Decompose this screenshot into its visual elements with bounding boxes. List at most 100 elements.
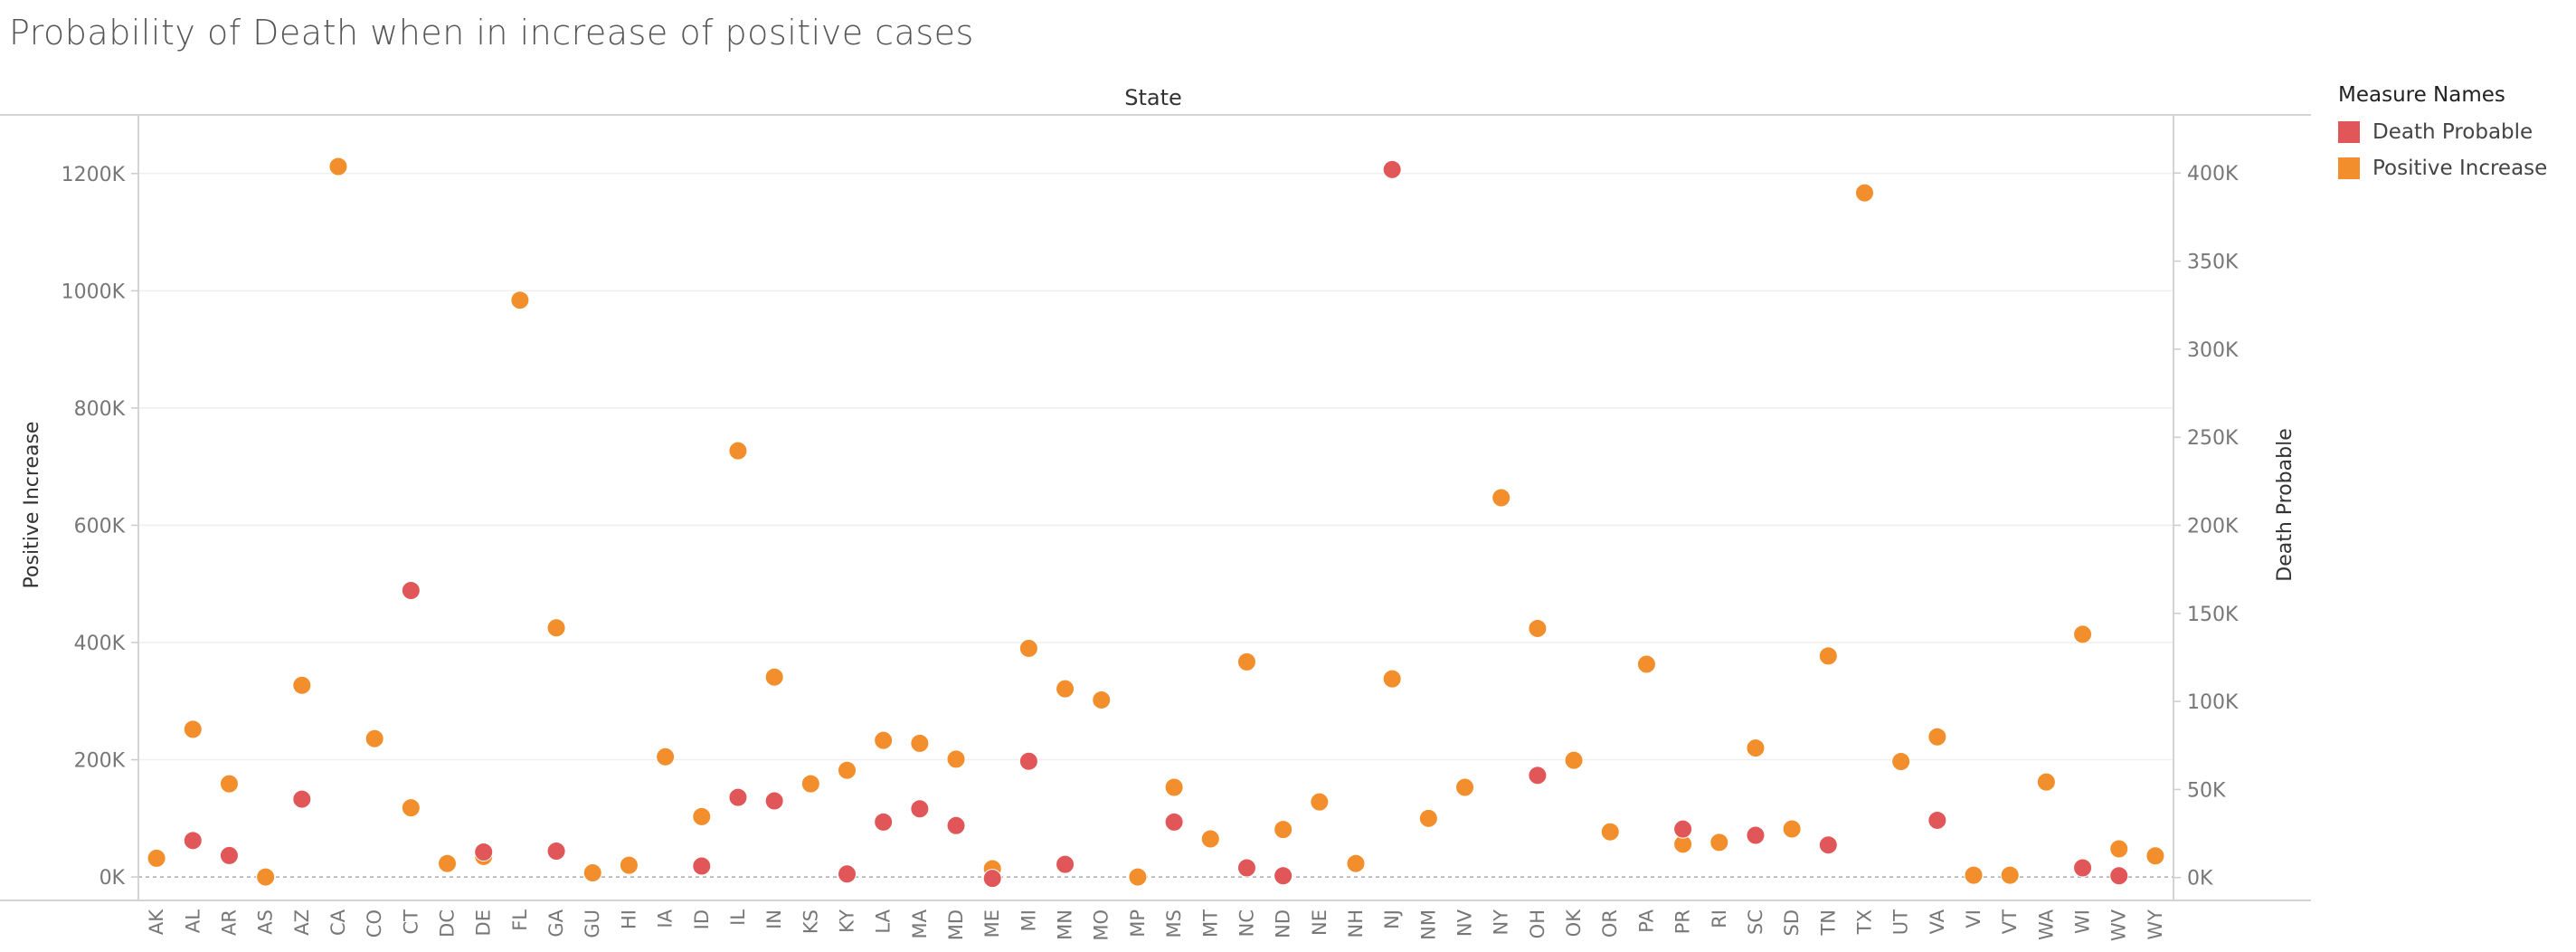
- point-positive-increase[interactable]: [328, 157, 348, 176]
- point-positive-increase[interactable]: [656, 747, 676, 766]
- data-points[interactable]: [147, 157, 2165, 889]
- point-positive-increase[interactable]: [1200, 829, 1220, 849]
- point-death-probable[interactable]: [764, 791, 784, 811]
- point-positive-increase[interactable]: [2000, 865, 2020, 885]
- point-positive-increase[interactable]: [1382, 669, 1402, 689]
- point-death-probable[interactable]: [401, 580, 421, 600]
- point-death-probable[interactable]: [1056, 854, 1075, 874]
- point-death-probable[interactable]: [1528, 766, 1548, 785]
- point-positive-increase[interactable]: [1964, 865, 1984, 885]
- point-death-probable[interactable]: [1164, 812, 1184, 832]
- gridlines: [138, 173, 2174, 878]
- point-positive-increase[interactable]: [582, 863, 602, 883]
- point-death-probable[interactable]: [2073, 858, 2093, 878]
- point-positive-increase[interactable]: [2073, 624, 2093, 644]
- point-positive-increase[interactable]: [728, 441, 748, 461]
- point-positive-increase[interactable]: [1600, 822, 1620, 842]
- point-death-probable[interactable]: [982, 869, 1002, 889]
- point-positive-increase[interactable]: [1274, 820, 1293, 840]
- point-death-probable[interactable]: [1746, 825, 1766, 845]
- point-positive-increase[interactable]: [1346, 853, 1366, 873]
- point-positive-increase[interactable]: [365, 728, 384, 748]
- point-positive-increase[interactable]: [183, 719, 203, 739]
- point-positive-increase[interactable]: [147, 848, 166, 868]
- point-positive-increase[interactable]: [256, 867, 276, 887]
- point-death-probable[interactable]: [219, 845, 239, 865]
- point-positive-increase[interactable]: [546, 618, 566, 638]
- point-positive-increase[interactable]: [1927, 727, 1947, 747]
- point-positive-increase[interactable]: [1709, 833, 1729, 852]
- point-positive-increase[interactable]: [1164, 777, 1184, 797]
- point-positive-increase[interactable]: [219, 774, 239, 794]
- point-death-probable[interactable]: [183, 831, 203, 851]
- point-positive-increase[interactable]: [800, 774, 820, 794]
- x-tick-label: ID: [691, 909, 713, 929]
- point-positive-increase[interactable]: [2145, 846, 2165, 866]
- legend-item-positive-increase[interactable]: Positive Increase: [2338, 150, 2569, 186]
- point-positive-increase[interactable]: [1891, 751, 1911, 771]
- point-death-probable[interactable]: [474, 842, 494, 862]
- point-positive-increase[interactable]: [1418, 808, 1438, 828]
- x-tick-label: SC: [1745, 909, 1766, 935]
- point-death-probable[interactable]: [1018, 751, 1038, 771]
- point-death-probable[interactable]: [874, 812, 894, 832]
- point-positive-increase[interactable]: [1236, 652, 1256, 671]
- column-header: State: [1124, 85, 1182, 110]
- point-positive-increase[interactable]: [1564, 750, 1584, 770]
- point-positive-increase[interactable]: [1782, 819, 1802, 839]
- point-death-probable[interactable]: [837, 864, 857, 884]
- point-positive-increase[interactable]: [1018, 638, 1038, 658]
- point-death-probable[interactable]: [1382, 159, 1402, 179]
- point-death-probable[interactable]: [692, 856, 712, 876]
- point-positive-increase[interactable]: [1310, 792, 1330, 812]
- x-tick-label: MP: [1127, 909, 1149, 938]
- chart-frame: [0, 114, 2311, 901]
- point-positive-increase[interactable]: [692, 806, 712, 826]
- x-tick-label: LA: [873, 909, 895, 933]
- point-positive-increase[interactable]: [1528, 618, 1548, 638]
- point-positive-increase[interactable]: [401, 798, 421, 818]
- point-positive-increase[interactable]: [1636, 654, 1656, 674]
- point-death-probable[interactable]: [1673, 819, 1693, 839]
- point-death-probable[interactable]: [2109, 866, 2129, 886]
- point-positive-increase[interactable]: [1056, 679, 1075, 699]
- point-positive-increase[interactable]: [1128, 867, 1148, 887]
- point-death-probable[interactable]: [1274, 866, 1293, 886]
- x-tick-label: NV: [1454, 909, 1476, 937]
- point-positive-increase[interactable]: [619, 855, 639, 875]
- point-positive-increase[interactable]: [837, 760, 857, 780]
- point-positive-increase[interactable]: [292, 675, 312, 695]
- point-positive-increase[interactable]: [438, 853, 458, 873]
- x-tick-label: CA: [327, 909, 349, 936]
- x-tick-label: GU: [582, 909, 603, 938]
- left-tick-label: 200K: [74, 750, 126, 773]
- point-death-probable[interactable]: [1236, 858, 1256, 878]
- point-positive-increase[interactable]: [1854, 183, 1874, 203]
- x-tick-label: CO: [364, 909, 385, 938]
- point-positive-increase[interactable]: [1092, 690, 1112, 709]
- point-positive-increase[interactable]: [2109, 839, 2129, 859]
- point-positive-increase[interactable]: [510, 290, 530, 310]
- x-tick-label: WA: [2035, 909, 2057, 940]
- x-tick-label: NC: [1236, 909, 1257, 937]
- x-tick-label: ND: [1273, 909, 1294, 938]
- point-positive-increase[interactable]: [2036, 772, 2056, 792]
- point-positive-increase[interactable]: [874, 730, 894, 750]
- point-positive-increase[interactable]: [1455, 777, 1475, 797]
- legend-item-death-probable[interactable]: Death Probable: [2338, 114, 2569, 150]
- point-death-probable[interactable]: [728, 787, 748, 807]
- x-tick-label: TN: [1817, 909, 1839, 937]
- point-death-probable[interactable]: [546, 842, 566, 862]
- point-positive-increase[interactable]: [764, 667, 784, 687]
- point-death-probable[interactable]: [1818, 835, 1838, 855]
- point-positive-increase[interactable]: [1746, 738, 1766, 758]
- point-death-probable[interactable]: [910, 799, 930, 819]
- point-positive-increase[interactable]: [910, 733, 930, 753]
- point-death-probable[interactable]: [292, 789, 312, 809]
- point-death-probable[interactable]: [946, 815, 966, 835]
- point-death-probable[interactable]: [1927, 810, 1947, 830]
- point-positive-increase[interactable]: [1492, 488, 1511, 508]
- point-positive-increase[interactable]: [946, 749, 966, 769]
- point-positive-increase[interactable]: [1818, 646, 1838, 666]
